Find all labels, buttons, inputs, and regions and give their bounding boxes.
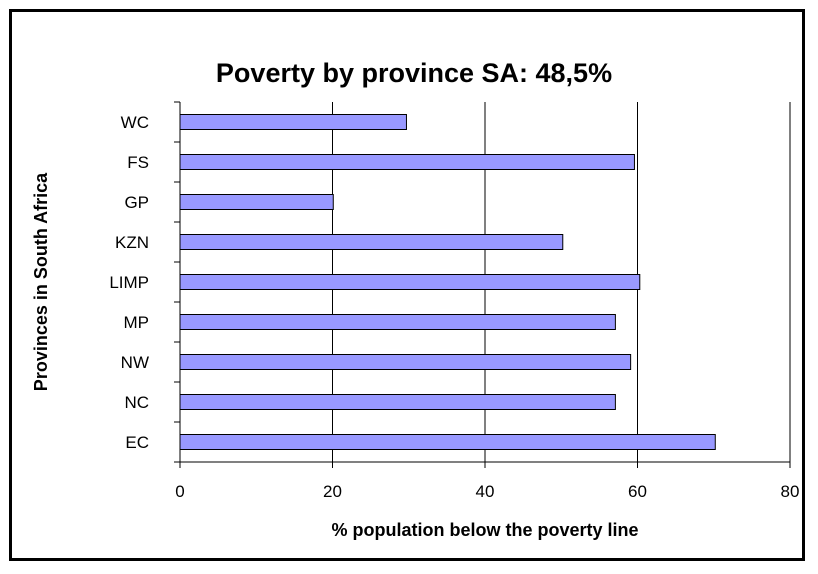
chart-title: Poverty by province SA: 48,5% <box>216 58 612 88</box>
bar-wc <box>179 114 407 130</box>
bar-ec <box>179 434 716 450</box>
bar-mp <box>179 314 616 330</box>
y-tick-label-kzn: KZN <box>115 233 149 252</box>
bar-limp <box>179 274 641 290</box>
x-tick-label-80: 80 <box>781 482 800 501</box>
x-tick-label-0: 0 <box>175 482 184 501</box>
y-tick-label-nc: NC <box>124 393 149 412</box>
x-axis-title: % population below the poverty line <box>331 520 638 540</box>
y-tick-label-limp: LIMP <box>109 273 149 292</box>
bar-nw <box>179 354 632 370</box>
y-tick-label-nw: NW <box>121 353 149 372</box>
axes-layer <box>174 101 791 468</box>
bar-nc <box>179 394 616 410</box>
bar-kzn <box>179 234 564 250</box>
y-tick-label-gp: GP <box>124 193 149 212</box>
y-tick-label-wc: WC <box>121 113 149 132</box>
y-tick-labels: WC FS GP KZN LIMP MP NW NC EC <box>109 113 149 452</box>
bars-layer <box>179 114 716 450</box>
y-tick-label-mp: MP <box>124 313 150 332</box>
x-tick-label-60: 60 <box>628 482 647 501</box>
bar-fs <box>179 154 635 170</box>
y-axis-title: Provinces in South Africa <box>31 172 51 391</box>
x-tick-labels: 0 20 40 60 80 <box>175 482 799 501</box>
bar-gp <box>179 194 334 210</box>
y-tick-label-fs: FS <box>127 153 149 172</box>
y-tick-label-ec: EC <box>125 433 149 452</box>
x-tick-label-40: 40 <box>476 482 495 501</box>
x-tick-label-20: 20 <box>323 482 342 501</box>
